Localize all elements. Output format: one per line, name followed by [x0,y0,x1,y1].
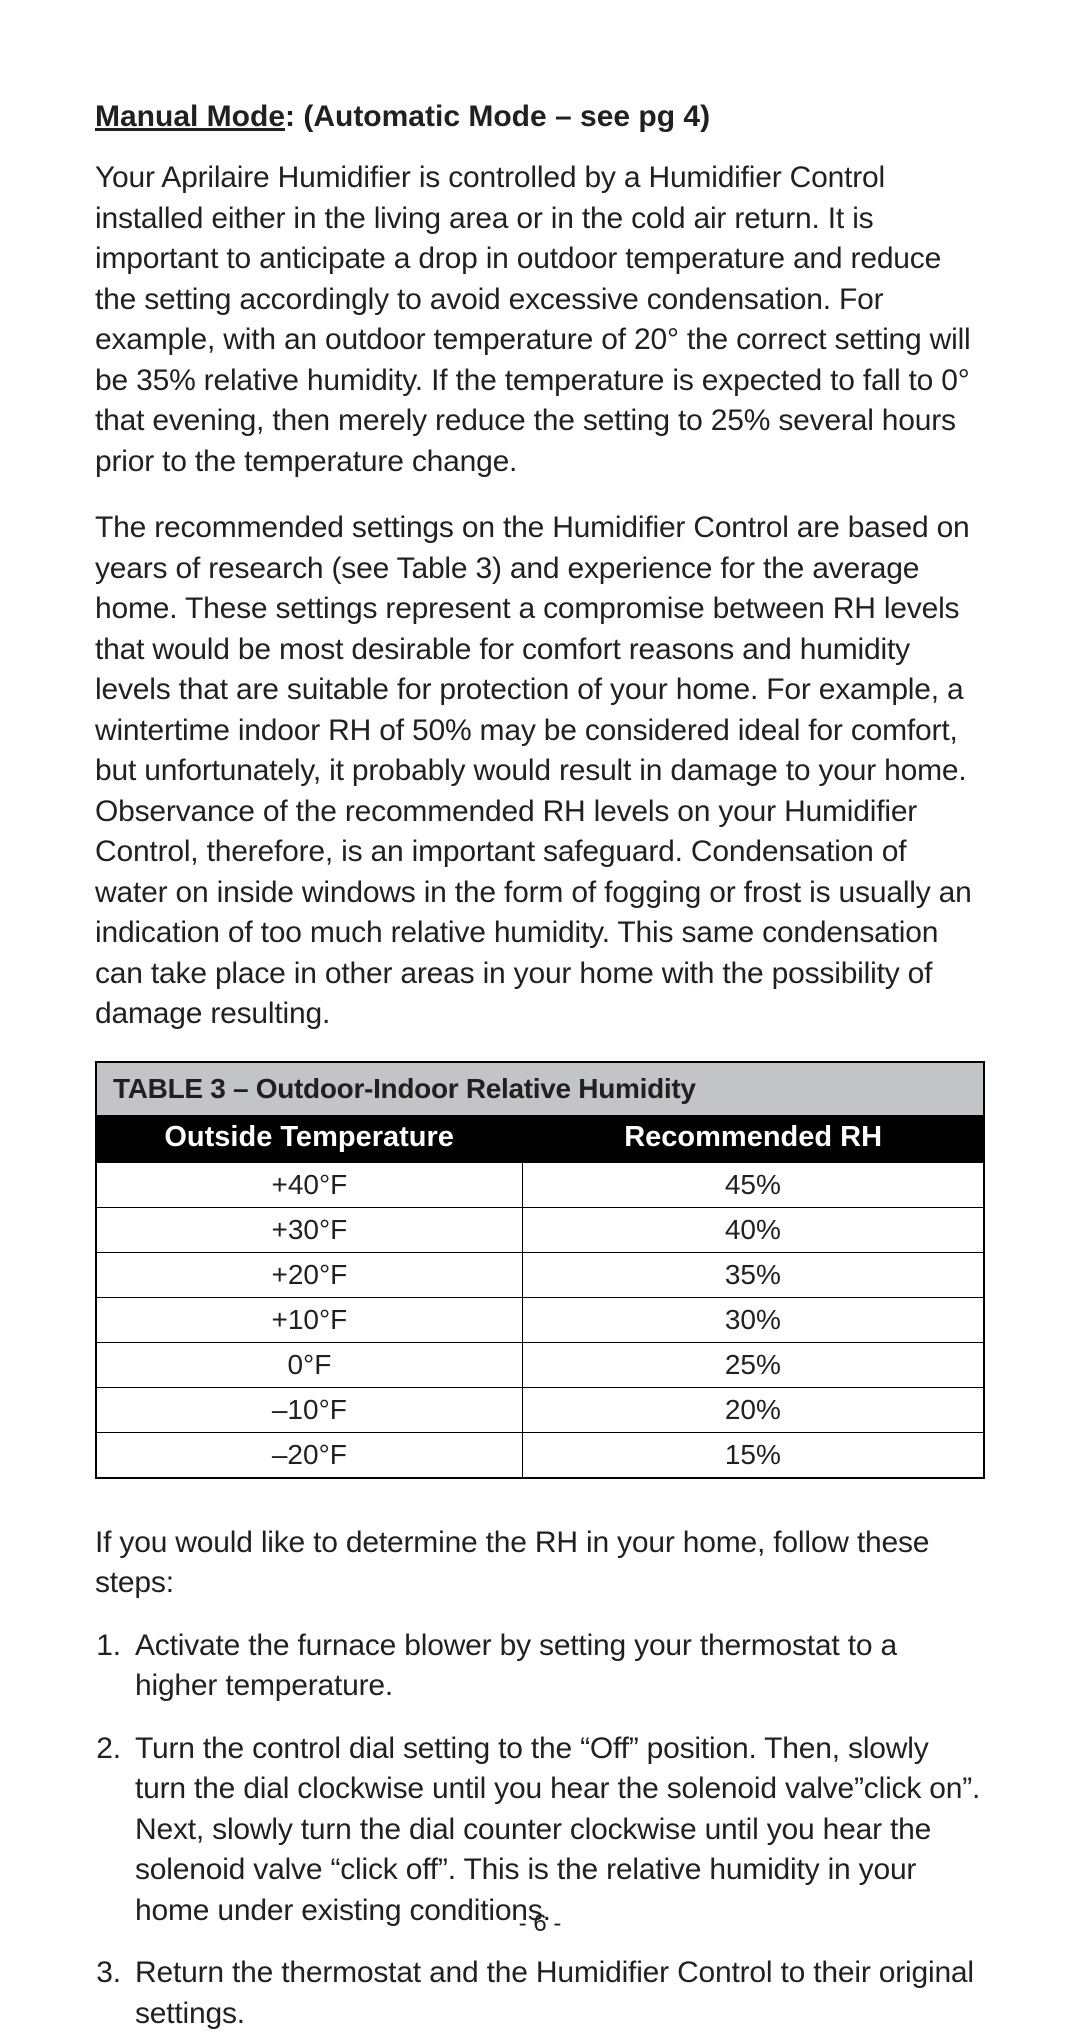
rh-table: TABLE 3 – Outdoor-Indoor Relative Humidi… [95,1061,985,1479]
cell-temp: –20°F [97,1432,522,1477]
table-title: TABLE 3 – Outdoor-Indoor Relative Humidi… [97,1063,983,1115]
rh-table-grid: Outside Temperature Recommended RH +40°F… [97,1115,983,1477]
cell-temp: +10°F [97,1297,522,1342]
cell-temp: +40°F [97,1162,522,1207]
cell-rh: 45% [522,1162,983,1207]
table-row: –20°F15% [97,1432,983,1477]
table-body: +40°F45% +30°F40% +20°F35% +10°F30% 0°F2… [97,1162,983,1477]
cell-rh: 40% [522,1207,983,1252]
cell-rh: 25% [522,1342,983,1387]
page-number: - 6 - [0,1910,1080,1938]
table-row: 0°F25% [97,1342,983,1387]
paragraph-1: Your Aprilaire Humidifier is controlled … [95,158,985,482]
table-row: +10°F30% [97,1297,983,1342]
table-row: +40°F45% [97,1162,983,1207]
step-item: Activate the furnace blower by setting y… [129,1626,985,1707]
cell-rh: 35% [522,1252,983,1297]
page: Manual Mode: (Automatic Mode – see pg 4)… [0,0,1080,1984]
col-recommended-rh: Recommended RH [522,1115,983,1163]
table-row: +20°F35% [97,1252,983,1297]
cell-temp: –10°F [97,1387,522,1432]
section-heading: Manual Mode: (Automatic Mode – see pg 4) [95,100,985,134]
heading-rest: : (Automatic Mode – see pg 4) [285,100,710,133]
cell-temp: 0°F [97,1342,522,1387]
paragraph-2: The recommended settings on the Humidifi… [95,508,985,1035]
cell-rh: 30% [522,1297,983,1342]
table-header-row: Outside Temperature Recommended RH [97,1115,983,1163]
steps-list: Activate the furnace blower by setting y… [95,1626,985,2034]
table-row: +30°F40% [97,1207,983,1252]
cell-temp: +20°F [97,1252,522,1297]
cell-temp: +30°F [97,1207,522,1252]
cell-rh: 20% [522,1387,983,1432]
steps-intro: If you would like to determine the RH in… [95,1523,985,1604]
col-outside-temp: Outside Temperature [97,1115,522,1163]
step-item: Turn the control dial setting to the “Of… [129,1729,985,1932]
cell-rh: 15% [522,1432,983,1477]
heading-underlined: Manual Mode [95,100,285,133]
table-row: –10°F20% [97,1387,983,1432]
step-item: Return the thermostat and the Humidifier… [129,1953,985,2034]
